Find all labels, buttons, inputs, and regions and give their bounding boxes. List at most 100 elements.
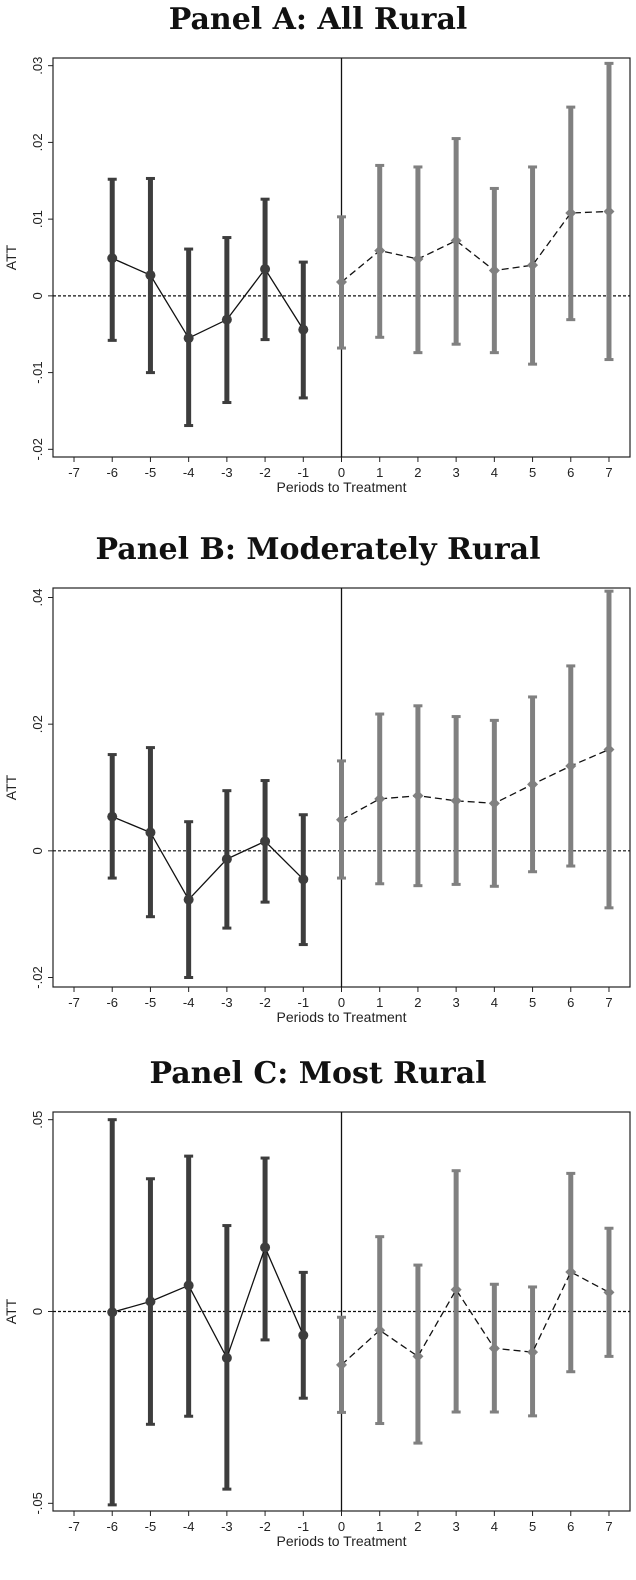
x-tick-label: -4 — [183, 465, 195, 480]
y-tick-label: 0 — [30, 1308, 45, 1315]
panel-title: Panel B: Moderately Rural — [95, 532, 541, 567]
x-tick-label: -6 — [106, 465, 118, 480]
x-axis-title: Periods to Treatment — [277, 1533, 407, 1549]
point-marker — [260, 1242, 271, 1253]
panel-b: Panel B: Moderately Rural -7 -6 -5 -4 -3 -2 -1… — [0, 530, 636, 1056]
x-tick-label: 7 — [605, 465, 612, 480]
x-tick-label: 5 — [529, 995, 536, 1010]
y-axis-title: ATT — [3, 774, 19, 800]
y-tick-label: .03 — [30, 57, 45, 75]
y-tick-label: .02 — [30, 715, 45, 733]
x-tick-label: 4 — [491, 995, 498, 1010]
x-tick-label: 5 — [529, 1519, 536, 1534]
point-marker — [450, 1284, 462, 1296]
point-marker — [221, 314, 232, 325]
x-tick-label: -2 — [259, 1519, 271, 1534]
series-line — [111, 257, 304, 339]
y-tick-label: .02 — [30, 133, 45, 151]
y-tick-label: -.05 — [30, 1492, 45, 1514]
x-tick-label: 2 — [414, 465, 421, 480]
x-tick-label: 2 — [414, 1519, 421, 1534]
point-marker — [488, 797, 500, 809]
point-marker — [183, 1280, 194, 1291]
x-tick-label: -5 — [145, 465, 157, 480]
panel-a-chart: -7 -6 -5 -4 -3 -2 -1 0 1 2 3 4 5 6 7 -.02 -.01 0 .01 .02 .03… — [3, 57, 631, 495]
point-marker — [107, 1307, 118, 1318]
panel-title: Panel C: Most Rural — [149, 1056, 487, 1091]
series-line — [341, 1271, 610, 1366]
point-marker — [488, 1342, 500, 1354]
y-tick-label: -.02 — [30, 438, 45, 460]
x-tick-label: -4 — [183, 1519, 195, 1534]
point-marker — [221, 1352, 232, 1363]
x-tick-label: 7 — [605, 995, 612, 1010]
point-marker — [488, 265, 500, 277]
y-tick-label: .01 — [30, 210, 45, 228]
x-tick-label: 1 — [376, 1519, 383, 1534]
point-marker — [260, 264, 271, 275]
point-marker — [450, 795, 462, 807]
x-tick-label: 0 — [338, 995, 345, 1010]
x-tick-label: 6 — [567, 1519, 574, 1534]
y-tick-label: -.02 — [30, 966, 45, 988]
x-tick-label: 6 — [567, 465, 574, 480]
point-marker — [565, 760, 577, 772]
y-axis-title: ATT — [3, 244, 19, 270]
x-tick-label: -7 — [68, 465, 80, 480]
panel-b-chart: -7 -6 -5 -4 -3 -2 -1 0 1 2 3 4 5 6 7 -.02 0 .02 .04 Periods… — [3, 587, 631, 1025]
point-marker — [374, 245, 386, 257]
panel-a: Panel A: All Rural -7 -6 -5 -4 -3 -2 -1 0 1 2 3 4 5 6… — [0, 0, 636, 526]
x-tick-label: 5 — [529, 465, 536, 480]
point-marker — [183, 894, 194, 905]
point-marker — [527, 259, 539, 271]
y-tick-label: .05 — [30, 1111, 45, 1129]
x-tick-label: -4 — [183, 995, 195, 1010]
point-marker — [603, 744, 615, 755]
point-marker — [298, 324, 309, 335]
x-tick-label: 2 — [414, 995, 421, 1010]
x-tick-label: -3 — [221, 465, 233, 480]
point-marker — [412, 790, 424, 802]
panel-c: Panel C: Most Rural -7 -6 -5 -4 -3 -2 -1 0 1 2 3 4 5… — [0, 1054, 636, 1580]
x-tick-label: 1 — [376, 995, 383, 1010]
point-marker — [145, 1296, 156, 1307]
x-tick-label: 7 — [605, 1519, 612, 1534]
y-tick-label: 0 — [30, 292, 45, 299]
point-marker — [565, 207, 577, 219]
y-tick-label: -.01 — [30, 361, 45, 383]
panel-c-chart: -7 -6 -5 -4 -3 -2 -1 0 1 2 3 4 5 6 7 -.05 0 .05 Periods to… — [3, 1111, 631, 1549]
point-marker — [412, 253, 424, 265]
x-tick-label: 4 — [491, 1519, 498, 1534]
x-tick-label: -2 — [259, 995, 271, 1010]
point-marker — [145, 827, 156, 838]
point-marker — [527, 1346, 539, 1358]
y-tick-label: .04 — [30, 588, 45, 606]
x-tick-label: -1 — [298, 465, 310, 480]
point-marker — [527, 778, 539, 790]
x-tick-label: -1 — [298, 995, 310, 1010]
x-tick-label: 4 — [491, 465, 498, 480]
point-marker — [374, 1324, 386, 1336]
point-marker — [183, 333, 194, 344]
series-line — [341, 210, 610, 283]
point-marker — [107, 811, 118, 822]
series-line — [111, 816, 304, 901]
series-line — [112, 1245, 304, 1360]
x-tick-label: -5 — [145, 995, 157, 1010]
point-marker — [565, 1266, 577, 1278]
x-tick-label: 0 — [338, 465, 345, 480]
point-marker — [221, 854, 232, 865]
x-tick-label: -6 — [106, 1519, 118, 1534]
point-marker — [298, 874, 309, 885]
x-tick-label: -3 — [221, 995, 233, 1010]
x-tick-label: -1 — [298, 1519, 310, 1534]
x-tick-label: -7 — [68, 995, 80, 1010]
y-axis-title: ATT — [3, 1298, 19, 1324]
x-tick-label: 6 — [567, 995, 574, 1010]
x-tick-label: -6 — [106, 995, 118, 1010]
y-tick-label: 0 — [30, 847, 45, 854]
x-tick-label: -5 — [145, 1519, 157, 1534]
point-marker — [374, 793, 386, 805]
x-axis-title: Periods to Treatment — [277, 479, 407, 495]
x-tick-label: -2 — [259, 465, 271, 480]
